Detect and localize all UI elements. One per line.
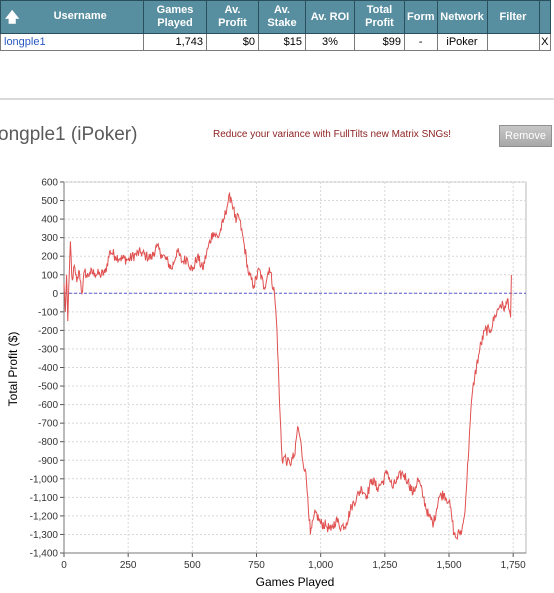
total-profit-column-header[interactable]: Total Profit [354, 0, 405, 34]
av-profit-header-line-2: Profit [218, 17, 247, 29]
chart-axes: 0 250 500 750 1,000 1,250 1,500 1,750 600 500 400 3… [30, 178, 526, 572]
profit-chart: 0 250 500 750 1,000 1,250 1,500 1,750 600 500 400 3… [6, 178, 527, 589]
close-icon[interactable]: X [538, 33, 551, 51]
chart-series [63, 191, 526, 541]
av-roi-column-header[interactable]: Av. ROI [305, 0, 355, 34]
y-tick-label: 0 [52, 289, 58, 300]
x-tick-label: 1,000 [308, 560, 333, 571]
x-tick-label: 500 [184, 560, 201, 571]
x-axis-label: Games Played [256, 575, 335, 589]
close-column-header [538, 0, 551, 34]
form-cell: - [404, 33, 438, 51]
y-tick-label: -100 [38, 307, 58, 318]
username-cell: longple1 [0, 33, 144, 51]
promo-link[interactable]: Reduce your variance with FullTilts new … [213, 129, 452, 140]
av-profit-cell: $0 [206, 33, 259, 51]
y-tick-label: -500 [38, 382, 58, 393]
av-stake-header-line-1: Av. [274, 4, 290, 16]
y-tick-label: 200 [41, 252, 58, 263]
y-tick-label: -1,100 [30, 493, 59, 504]
y-tick-label: -1,300 [30, 530, 59, 541]
x-tick-label: 250 [120, 560, 137, 571]
player-title: ongple1 (iPoker) [0, 124, 138, 145]
x-tick-label: 750 [248, 560, 265, 571]
y-tick-label: -800 [38, 437, 58, 448]
av-roi-header-label: Av. ROI [310, 10, 350, 23]
profit-series-line [63, 191, 512, 541]
y-tick-label: 300 [41, 233, 58, 244]
username-column-header[interactable]: 🡅 Username [0, 0, 144, 34]
network-column-header[interactable]: Network [436, 0, 488, 34]
av-stake-column-header[interactable]: Av. Stake [258, 0, 306, 34]
games-played-column-header[interactable]: Games Played [143, 0, 207, 34]
y-tick-label: 600 [41, 178, 58, 189]
x-tick-label: 1,750 [501, 560, 526, 571]
total-profit-header-line-1: Total [366, 4, 393, 16]
x-tick-label: 1,500 [436, 560, 461, 571]
y-tick-label: -600 [38, 400, 58, 411]
chart-grid [63, 181, 527, 554]
network-cell: iPoker [436, 33, 488, 51]
table-row: longple1 1,743 $0 $15 3% $99 - iPoker X [0, 33, 551, 51]
y-tick-label: -1,200 [30, 511, 59, 522]
games-played-cell: 1,743 [143, 33, 207, 51]
y-tick-label: 400 [41, 215, 58, 226]
y-tick-label: -900 [38, 456, 58, 467]
games-played-header-line-1: Games [156, 4, 194, 16]
av-profit-header-line-1: Av. [224, 4, 241, 16]
filter-header-label: Filter [499, 10, 527, 23]
av-stake-header-line-2: Stake [267, 17, 297, 29]
x-tick-label: 0 [61, 560, 67, 571]
total-profit-header-line-2: Profit [365, 17, 394, 29]
y-tick-label: -1,000 [30, 474, 59, 485]
av-stake-cell: $15 [258, 33, 306, 51]
y-tick-label: -700 [38, 419, 58, 430]
total-profit-cell: $99 [354, 33, 405, 51]
y-tick-label: -300 [38, 344, 58, 355]
player-stats-table: 🡅 Username Games Played Av. Profit Av. S… [0, 0, 551, 51]
remove-button[interactable]: Remove [499, 125, 552, 147]
y-tick-label: -1,400 [30, 549, 59, 560]
filter-column-header[interactable]: Filter [486, 0, 540, 34]
form-column-header[interactable]: Form [404, 0, 438, 34]
section-divider [0, 98, 554, 100]
av-roi-cell: 3% [305, 33, 355, 51]
up-arrow-icon[interactable]: 🡅 [5, 9, 20, 25]
games-played-header-line-2: Played [157, 17, 193, 29]
y-axis-label: Total Profit ($) [6, 332, 20, 407]
x-tick-label: 1,250 [372, 560, 397, 571]
y-tick-label: -200 [38, 326, 58, 337]
username-link[interactable]: longple1 [4, 36, 46, 48]
username-header-label: Username [53, 10, 107, 22]
form-header-label: Form [407, 10, 435, 23]
av-profit-column-header[interactable]: Av. Profit [206, 0, 259, 34]
y-tick-label: 500 [41, 196, 58, 207]
filter-cell [486, 33, 540, 51]
table-header-row: 🡅 Username Games Played Av. Profit Av. S… [0, 0, 551, 34]
y-tick-label: 100 [41, 270, 58, 281]
network-header-label: Network [440, 10, 484, 23]
y-tick-label: -400 [38, 363, 58, 374]
